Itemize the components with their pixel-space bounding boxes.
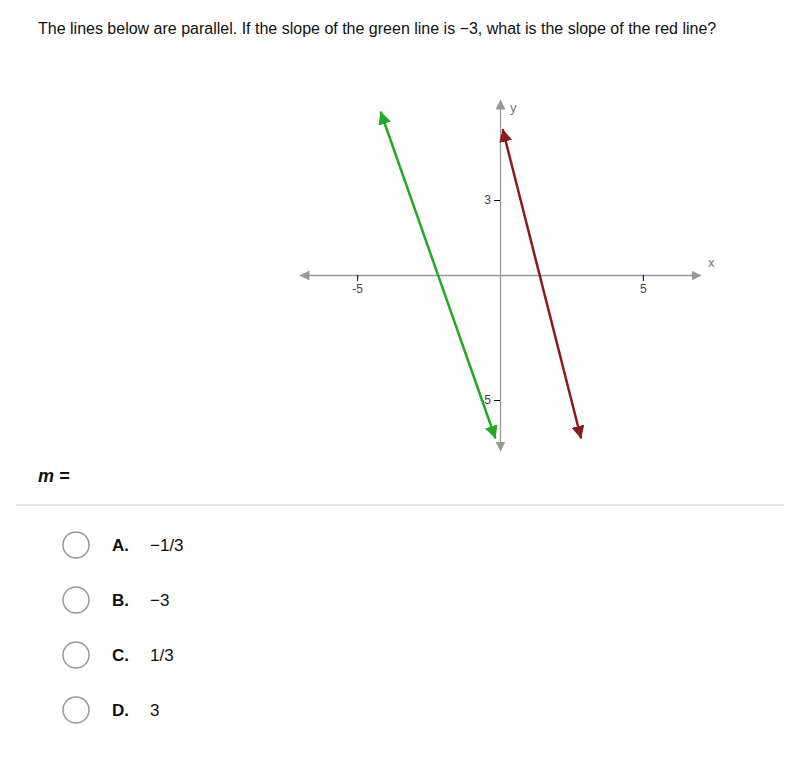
line	[381, 113, 495, 438]
separator	[16, 505, 784, 506]
choice: C. 1/3	[63, 642, 174, 668]
choice: A. −1/3	[63, 532, 184, 558]
y-tick-mark	[494, 200, 500, 201]
line	[503, 130, 581, 438]
plot-area	[381, 113, 581, 438]
choice-radio	[63, 587, 89, 613]
choice-text: 3	[150, 701, 159, 720]
y-tick-mark	[494, 400, 500, 401]
x-tick-label: -5	[352, 282, 363, 296]
x-tick: 5	[640, 275, 647, 296]
choice-label: B.	[112, 591, 129, 610]
choice: B. −3	[63, 587, 169, 613]
choice-text: 1/3	[150, 646, 174, 665]
y-axis: -53	[480, 101, 500, 451]
choice-label: C.	[112, 646, 129, 665]
x-tick: -5	[352, 275, 363, 296]
x-tick-mark	[643, 275, 644, 281]
choice-label: D.	[112, 701, 129, 720]
x-tick-mark	[357, 275, 358, 281]
x-tick-label: 5	[640, 282, 647, 296]
choice-radio	[63, 532, 89, 558]
title: The lines below are parallel. If the slo…	[38, 20, 716, 37]
x-axis-label: x	[708, 255, 715, 270]
choice-text: −1/3	[150, 536, 184, 555]
chart-container: The lines below are parallel. If the slo…	[0, 0, 800, 769]
y-tick: 3	[484, 193, 500, 207]
y-tick-label: 3	[484, 193, 491, 207]
annotation: m =	[38, 466, 70, 486]
choice-label: A.	[112, 536, 129, 555]
chart-svg: The lines below are parallel. If the slo…	[0, 0, 800, 769]
choice-radio	[63, 697, 89, 723]
y-axis-label: y	[510, 100, 517, 115]
y-axis-line	[500, 101, 501, 451]
choice-radio	[63, 642, 89, 668]
choice-text: −3	[150, 591, 169, 610]
choice: D. 3	[63, 697, 159, 723]
title-line: The lines below are parallel. If the slo…	[38, 20, 716, 37]
